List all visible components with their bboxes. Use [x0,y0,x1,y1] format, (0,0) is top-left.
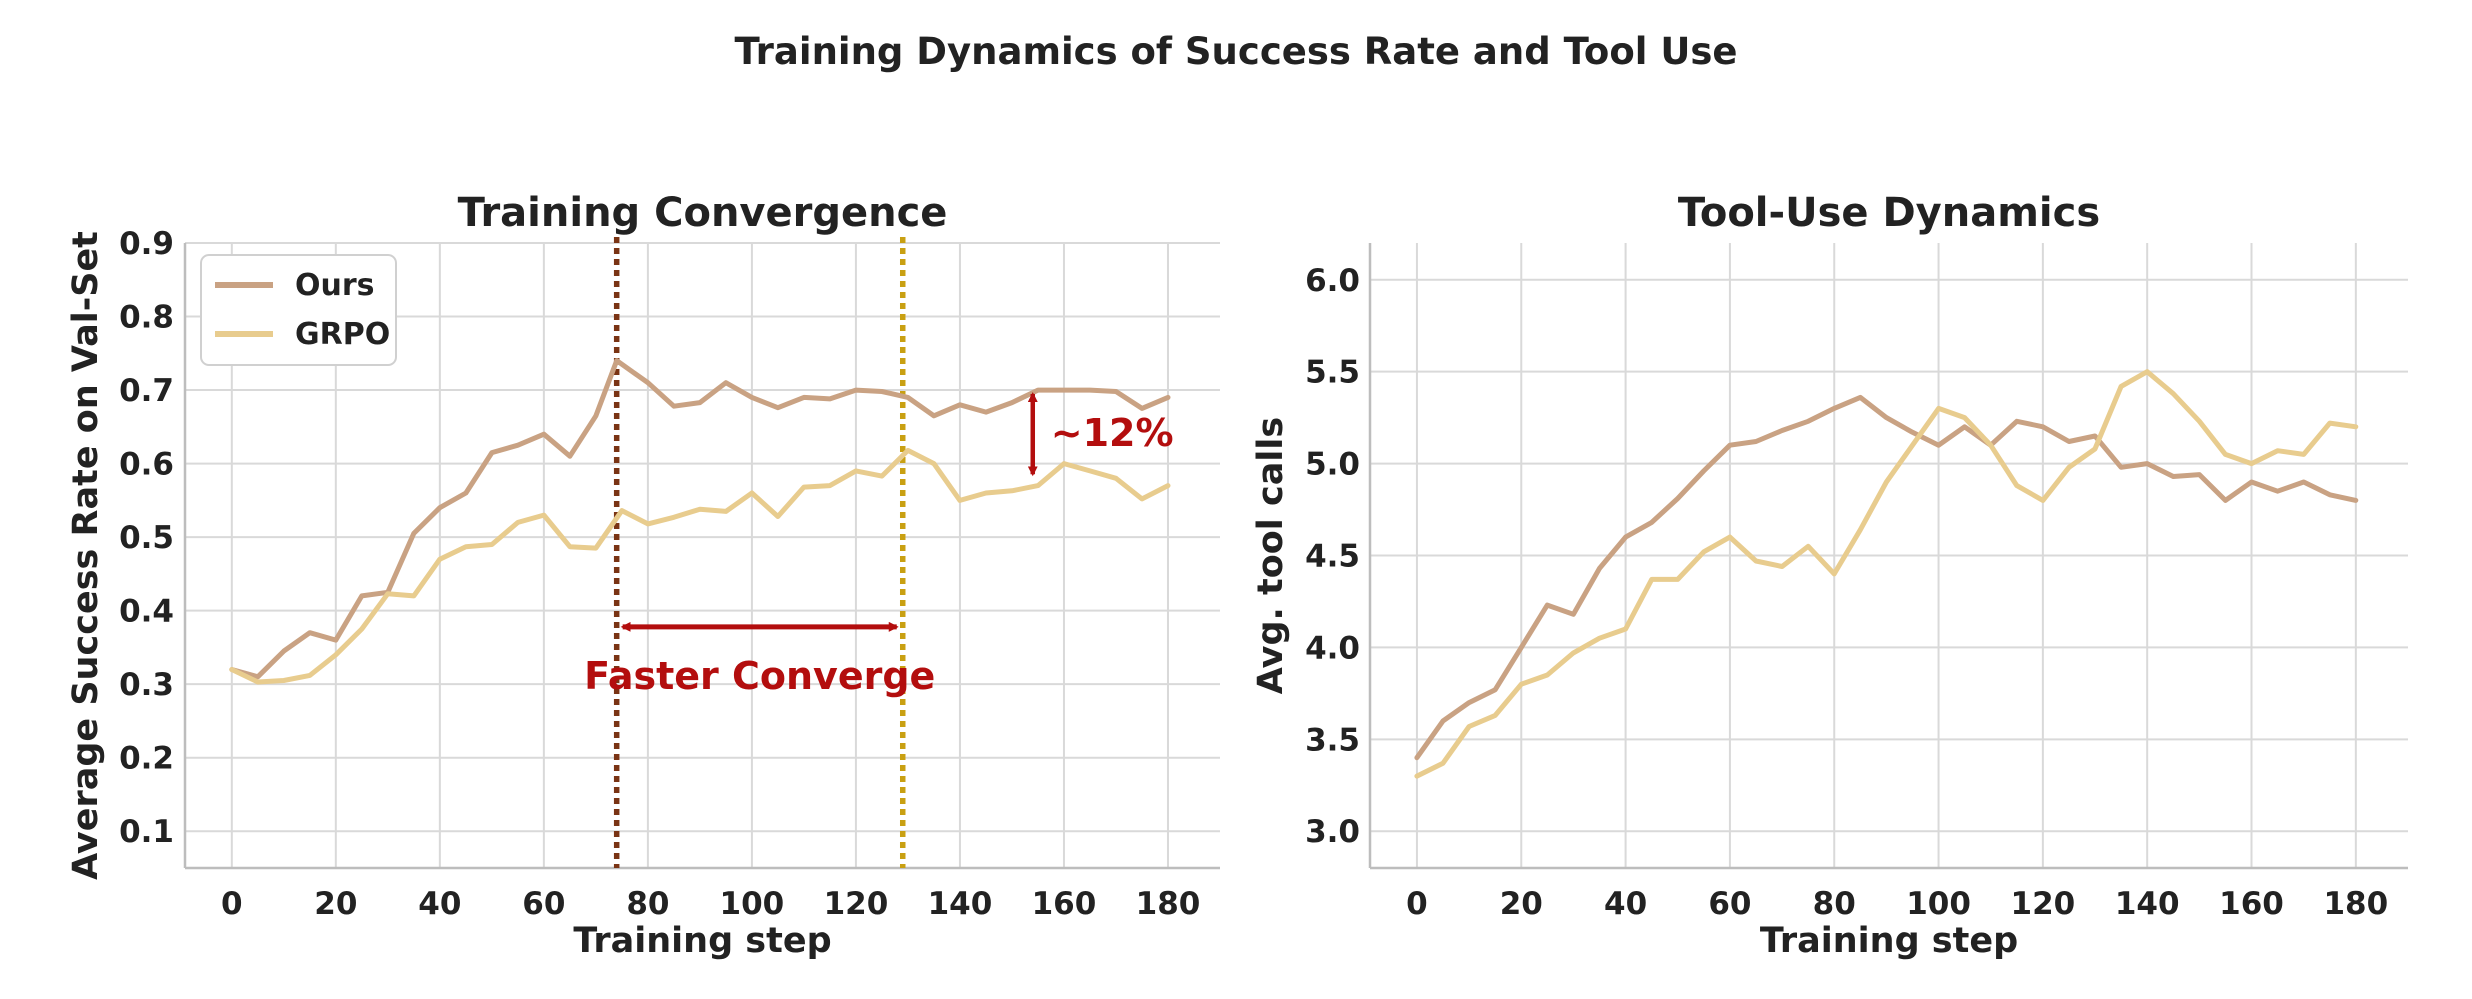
x-tick-label: 40 [418,886,461,922]
x-tick-label: 120 [824,886,889,922]
y-tick-label: 0.2 [119,741,174,777]
series-line-ours [1414,394,2359,761]
x-tick-label: 180 [2323,886,2388,922]
y-tick-label: 6.0 [1305,263,1360,299]
y-tick-label: 4.5 [1305,539,1360,575]
y-tick-label: 0.5 [119,520,174,556]
y-axis-label: Average Success Rate on Val-Set [66,231,106,880]
x-tick-label: 140 [928,886,993,922]
x-tick-label: 100 [720,886,785,922]
y-tick-label: 3.5 [1305,722,1360,758]
legend: Ours GRPO [200,254,397,366]
y-tick-label: 5.0 [1305,447,1360,483]
grid [185,242,1220,868]
panel-title: Training Convergence [458,190,948,236]
x-tick-label: 140 [2115,886,2180,922]
panel-tool-use-dynamics: 0 20 40 60 80 100 120 140 160 180 3.0 3.5 4.0 4.5 5.0 5… [1251,190,2408,961]
figure-title: Training Dynamics of Success Rate and To… [735,30,1738,73]
x-tick-label: 180 [1136,886,1201,922]
panel-title: Tool-Use Dynamics [1678,190,2100,236]
x-tick-label: 100 [1906,886,1971,922]
x-tick-label: 80 [626,886,669,922]
converge-label: Faster Converge [584,654,935,698]
y-tick-label: 0.4 [119,594,174,630]
x-tick-label: 40 [1604,886,1647,922]
y-tick-label: 0.3 [119,667,174,703]
series-line-grpo [1414,369,2359,779]
x-tick-label: 60 [1708,886,1751,922]
panel-training-convergence: 0 20 40 60 80 100 120 140 160 180 0.1 0.2 0.3 0.4 0.5 0… [66,190,1220,961]
series-line-ours [229,358,1171,680]
y-tick-label: 0.6 [119,447,174,483]
y-tick-label: 0.7 [119,373,174,409]
x-tick-label: 80 [1813,886,1856,922]
gap-label: ~12% [1051,411,1174,455]
y-axis-label: Avg. tool calls [1251,417,1291,694]
y-tick-label: 0.8 [119,300,174,336]
series-line-grpo [229,447,1171,685]
x-tick-label: 160 [1032,886,1097,922]
legend-entry: Ours [295,268,375,303]
y-tick-label: 5.5 [1305,355,1360,391]
y-tick-label: 4.0 [1305,630,1360,666]
legend-entry: GRPO [295,317,390,352]
x-tick-label: 60 [522,886,565,922]
x-axis-label: Training step [1760,921,2018,961]
y-tick-label: 3.0 [1305,814,1360,850]
x-tick-label: 20 [1500,886,1543,922]
x-axis-label: Training step [573,921,831,961]
y-tick-label: 0.9 [119,226,174,262]
grid [1370,243,2408,868]
x-tick-label: 0 [221,886,243,922]
x-tick-label: 160 [2219,886,2284,922]
x-tick-label: 120 [2011,886,2076,922]
y-tick-label: 0.1 [119,814,174,850]
x-tick-label: 20 [314,886,357,922]
x-tick-label: 0 [1406,886,1428,922]
